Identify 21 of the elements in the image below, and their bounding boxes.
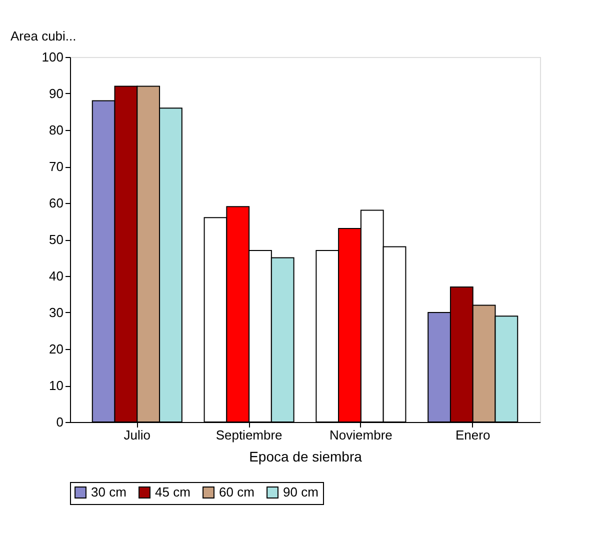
x-tick-label: Enero xyxy=(456,428,490,442)
y-tick-label: 40 xyxy=(49,268,64,284)
y-tick-label: 90 xyxy=(49,86,64,101)
y-tick-label: 50 xyxy=(49,232,64,247)
y-tick-label: 100 xyxy=(42,50,64,64)
y-tick-label: 30 xyxy=(49,305,64,320)
x-tick-label: Julio xyxy=(124,428,151,442)
y-tick-label: 20 xyxy=(49,342,64,356)
legend-label: 30 cm xyxy=(91,484,126,500)
x-tick-label: Septiembre xyxy=(216,428,282,442)
legend-label: 60 cm xyxy=(219,484,254,500)
legend-label: 90 cm xyxy=(283,484,318,500)
x-axis-title: Epoca de siembra xyxy=(249,448,362,464)
y-tick-label: 70 xyxy=(49,159,64,174)
y-tick-label: 0 xyxy=(56,414,64,430)
legend-label: 45 cm xyxy=(155,484,190,500)
y-tick-label: 60 xyxy=(49,196,64,210)
y-axis-title: Area cubi... xyxy=(10,28,76,44)
x-tick-label: Noviembre xyxy=(330,428,392,442)
y-tick-label: 10 xyxy=(49,378,64,393)
y-tick-label: 80 xyxy=(49,122,64,138)
